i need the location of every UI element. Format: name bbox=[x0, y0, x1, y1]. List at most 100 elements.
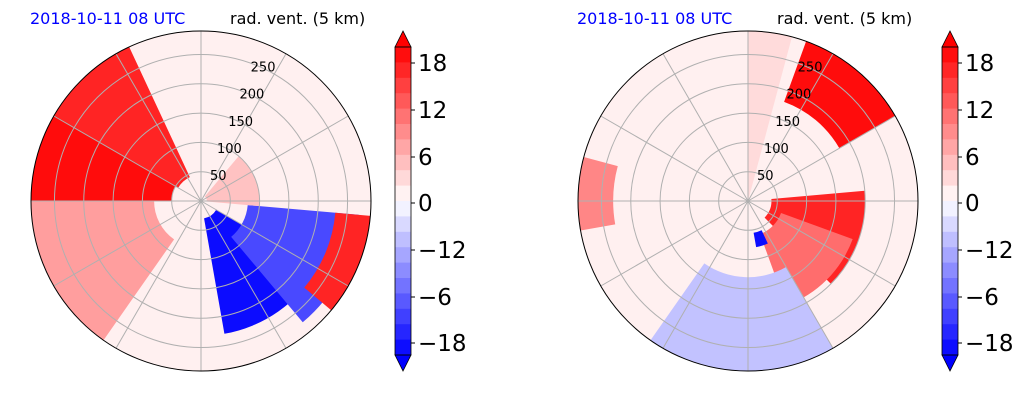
grid-spoke-330 bbox=[662, 53, 749, 202]
colorbar-segment bbox=[942, 247, 958, 264]
colorbar-segment bbox=[395, 262, 411, 279]
colorbar-segment bbox=[395, 216, 411, 233]
radial-tick-label: 250 bbox=[798, 61, 823, 76]
field-region-0 bbox=[784, 41, 896, 149]
radial-tick-label: 100 bbox=[764, 142, 789, 157]
field-region-6 bbox=[204, 156, 260, 207]
colorbar-segment bbox=[395, 324, 411, 341]
colorbar-segment bbox=[395, 170, 411, 187]
colorbar-tick-label: 12 bbox=[418, 98, 447, 124]
colorbar-frame bbox=[941, 46, 959, 356]
grid-spoke-240 bbox=[53, 200, 202, 287]
radial-tick-label: 150 bbox=[775, 115, 800, 130]
colorbar-tick-label: 0 bbox=[965, 191, 980, 217]
colorbar-segment bbox=[395, 62, 411, 79]
colorbar-segment bbox=[395, 339, 411, 356]
colorbar-segment bbox=[942, 124, 958, 140]
colorbar-segment bbox=[395, 139, 411, 156]
panel-right-polar-grid bbox=[578, 31, 918, 371]
colorbar-segment bbox=[942, 262, 958, 279]
colorbar-segment bbox=[395, 154, 411, 171]
field-region-1 bbox=[53, 46, 190, 188]
panel-left-title-field: rad. vent. (5 km) bbox=[230, 9, 365, 28]
colorbar-segment bbox=[942, 185, 958, 202]
grid-spoke-300 bbox=[53, 115, 202, 202]
colorbar-segment bbox=[395, 308, 411, 325]
panel-right-title-field: rad. vent. (5 km) bbox=[777, 9, 912, 28]
colorbar-segment bbox=[942, 324, 958, 341]
colorbar-segment bbox=[395, 124, 411, 140]
colorbar-segment bbox=[395, 293, 411, 310]
colorbar-segment bbox=[395, 247, 411, 264]
panel-right-title-date: 2018-10-11 08 UTC bbox=[577, 9, 732, 28]
colorbar-extend-max bbox=[394, 30, 412, 48]
grid-spoke-30 bbox=[747, 53, 834, 202]
grid-spoke-60 bbox=[747, 115, 896, 202]
panel-right-radial-labels: 50 100 150 200 250 bbox=[757, 61, 823, 184]
panel-left-title-date: 2018-10-11 08 UTC bbox=[30, 9, 185, 28]
colorbar-extend-max bbox=[941, 30, 959, 48]
grid-spoke-330 bbox=[115, 53, 202, 202]
colorbar-tick-label: 6 bbox=[418, 145, 433, 171]
field-region-2 bbox=[31, 201, 175, 341]
grid-spoke-240 bbox=[600, 200, 749, 287]
colorbar-extend-min bbox=[941, 354, 959, 372]
grid-spoke-210 bbox=[662, 200, 749, 349]
colorbar-segment bbox=[942, 293, 958, 310]
colorbar-tick-label: 18 bbox=[965, 51, 994, 77]
colorbar-segment bbox=[395, 231, 411, 248]
colorbar-segment bbox=[395, 278, 411, 294]
colorbar-segment bbox=[395, 93, 411, 110]
colorbar-tick-label: −12 bbox=[965, 238, 1014, 264]
grid-spoke-120 bbox=[200, 200, 349, 287]
colorbar-segment bbox=[942, 216, 958, 233]
grid-spoke-30 bbox=[200, 53, 287, 202]
radial-tick-label: 50 bbox=[210, 169, 227, 184]
colorbar-extend-min bbox=[394, 354, 412, 372]
colorbar-segment bbox=[942, 139, 958, 156]
colorbar-tick-label: −6 bbox=[965, 285, 999, 311]
colorbar-segment bbox=[942, 47, 958, 63]
grid-spoke-150 bbox=[747, 200, 834, 349]
colorbar-segment bbox=[942, 77, 958, 94]
colorbar-tick-label: 0 bbox=[418, 191, 433, 217]
grid-spoke-60 bbox=[200, 115, 349, 202]
colorbar-segment bbox=[395, 201, 411, 217]
colorbar-segment bbox=[942, 231, 958, 248]
colorbar-tick-label: −18 bbox=[418, 331, 467, 357]
colorbar-segment bbox=[942, 108, 958, 125]
panel-right-polar-plot: 50 100 150 200 250 bbox=[577, 30, 919, 372]
colorbar-segment bbox=[942, 93, 958, 110]
colorbar-segment bbox=[942, 62, 958, 79]
panel-left-plot-border bbox=[30, 30, 372, 372]
colorbar-tick-label: 18 bbox=[418, 51, 447, 77]
colorbar-segment bbox=[395, 47, 411, 63]
panel-right: 2018-10-11 08 UTC rad. vent. (5 km) 50 10… bbox=[577, 9, 1014, 372]
radial-tick-label: 200 bbox=[239, 88, 264, 103]
field-region-5 bbox=[578, 157, 618, 231]
radial-tick-label: 150 bbox=[228, 115, 253, 130]
colorbar-tick-label: −18 bbox=[965, 331, 1014, 357]
radial-tick-label: 250 bbox=[251, 61, 276, 76]
panel-left: 2018-10-11 08 UTC rad. vent. (5 km) 50 10… bbox=[30, 9, 467, 372]
grid-spoke-120 bbox=[747, 200, 896, 287]
colorbar-segment bbox=[395, 108, 411, 125]
colorbar-tick-label: 12 bbox=[965, 98, 994, 124]
panel-left-polar-plot: 50 100 150 200 250 bbox=[30, 30, 372, 372]
grid-spoke-150 bbox=[200, 200, 287, 349]
grid-spoke-300 bbox=[600, 115, 749, 202]
colorbar-segment bbox=[942, 201, 958, 217]
colorbar-tick-label: −6 bbox=[418, 285, 452, 311]
colorbar-segment bbox=[942, 154, 958, 171]
radial-tick-label: 100 bbox=[217, 142, 242, 157]
field-region-4 bbox=[753, 230, 768, 248]
colorbar-tick-label: −12 bbox=[418, 238, 467, 264]
colorbar-segment bbox=[942, 170, 958, 187]
colorbar-segment bbox=[942, 278, 958, 294]
radial-tick-label: 200 bbox=[786, 88, 811, 103]
panel-right-plot-border bbox=[577, 30, 919, 372]
panel-left-colorbar: 18 12 6 0 −12 −6 −18 bbox=[394, 30, 467, 372]
panel-right-colorbar: 18 12 6 0 −12 −6 −18 bbox=[941, 30, 1014, 372]
panel-left-radial-labels: 50 100 150 200 250 bbox=[210, 61, 276, 184]
